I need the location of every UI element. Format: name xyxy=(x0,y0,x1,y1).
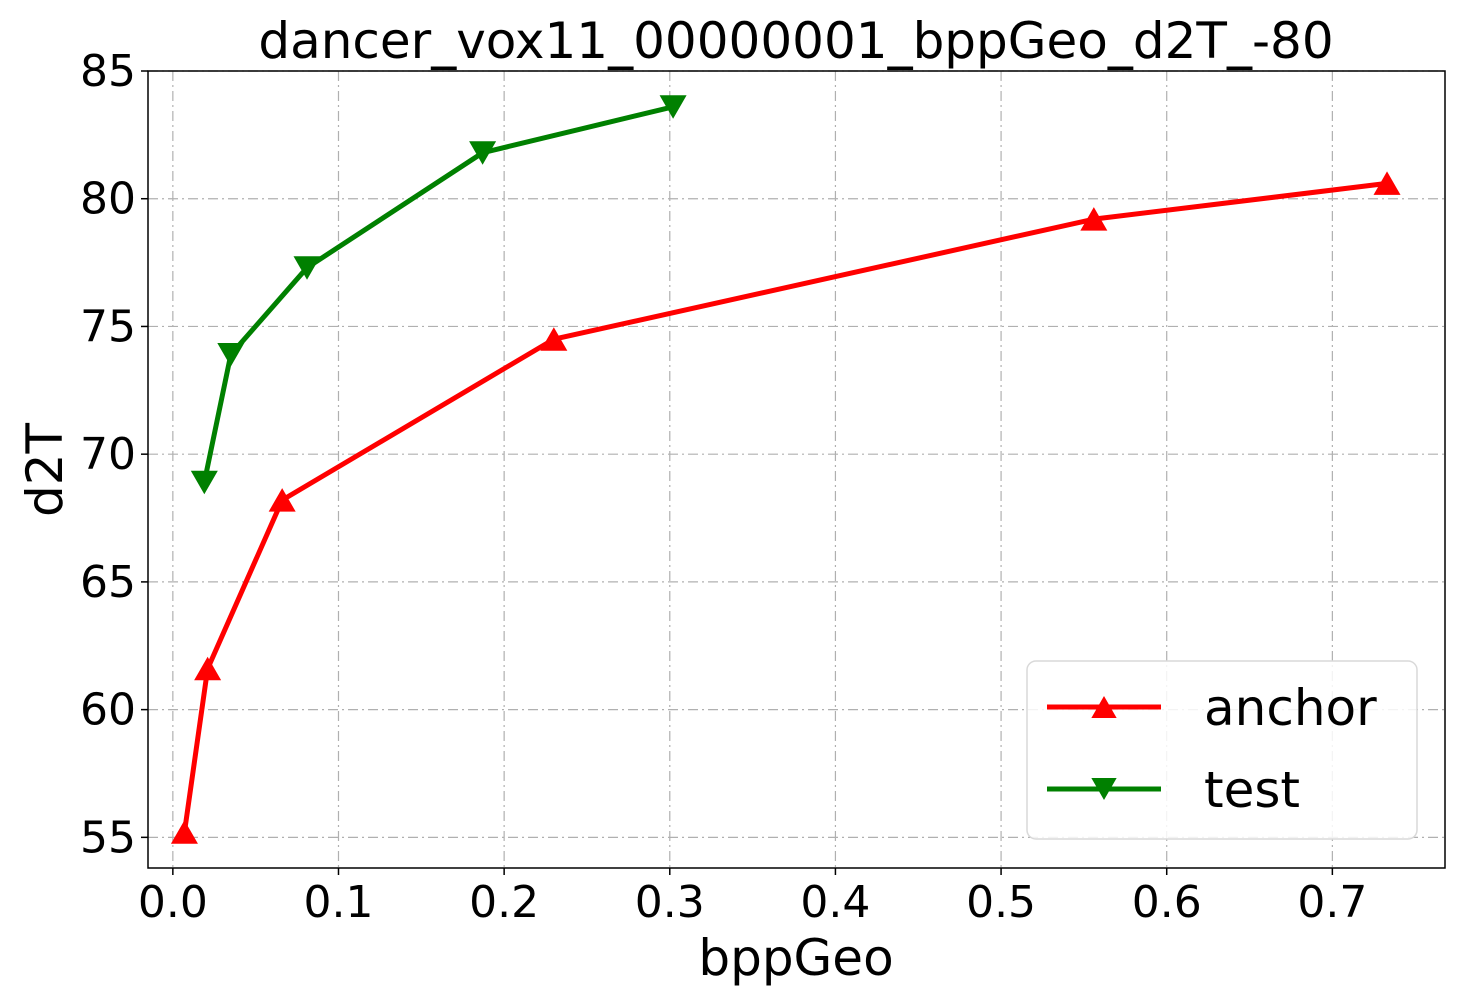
series-line-anchor xyxy=(181,180,1390,835)
data-point-anchor xyxy=(540,327,568,351)
series-anchor xyxy=(170,171,1401,844)
y-tick-label: 60 xyxy=(80,685,136,736)
chart-title: dancer_vox11_00000001_bppGeo_d2T_-80 xyxy=(258,12,1333,70)
y-axis-label: d2T xyxy=(16,422,74,517)
y-tick-label: 75 xyxy=(80,301,136,352)
data-point-anchor xyxy=(170,820,198,844)
series-test xyxy=(190,95,687,495)
data-point-test xyxy=(190,470,218,495)
plot-frame xyxy=(147,70,1446,869)
x-tick-label: 0.1 xyxy=(303,877,373,928)
legend-item-anchor: anchor xyxy=(1047,679,1377,737)
series-line-test xyxy=(201,104,676,485)
data-point-anchor xyxy=(194,656,222,681)
x-tick-label: 0.6 xyxy=(1132,877,1202,928)
data-point-anchor xyxy=(1080,207,1108,231)
x-tick-label: 0.5 xyxy=(966,877,1036,928)
legend: anchor test xyxy=(1026,660,1418,840)
y-tick-label: 70 xyxy=(80,429,136,480)
data-point-anchor xyxy=(268,488,296,512)
x-tick-label: 0.4 xyxy=(800,877,870,928)
legend-label: anchor xyxy=(1204,679,1377,737)
y-axis-ticks: 55 60 65 70 75 80 85 xyxy=(80,46,148,863)
legend-label: test xyxy=(1204,761,1300,819)
x-tick-label: 0.3 xyxy=(635,877,705,928)
legend-item-test: test xyxy=(1047,761,1300,819)
x-tick-label: 0.2 xyxy=(469,877,539,928)
legend-swatch-marker xyxy=(1091,696,1117,718)
data-point-test xyxy=(469,141,497,165)
x-tick-label: 0.7 xyxy=(1297,877,1367,928)
y-tick-label: 55 xyxy=(80,812,136,863)
x-axis-label: bppGeo xyxy=(698,929,893,987)
x-tick-label: 0.0 xyxy=(138,877,208,928)
data-point-test xyxy=(217,343,245,367)
y-tick-label: 85 xyxy=(80,46,136,97)
data-point-test xyxy=(293,256,321,280)
data-point-test xyxy=(659,95,687,119)
x-axis-ticks: 0.0 0.1 0.2 0.3 0.4 0.5 0.6 0.7 xyxy=(138,868,1367,928)
series-layer xyxy=(170,95,1401,844)
y-tick-label: 65 xyxy=(80,557,136,608)
data-point-anchor xyxy=(1373,171,1401,195)
y-tick-label: 80 xyxy=(80,174,136,225)
legend-swatch-marker xyxy=(1091,778,1117,800)
